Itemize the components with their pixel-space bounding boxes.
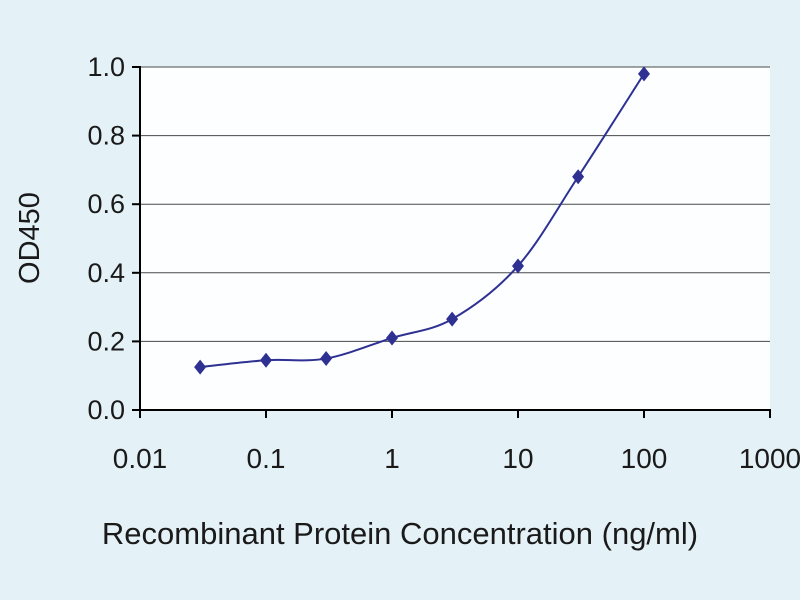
data-point-marker <box>512 258 524 274</box>
x-tick-label: 10 <box>502 443 533 474</box>
data-point-marker <box>194 359 207 375</box>
plot-background <box>140 67 770 410</box>
data-point-marker <box>638 66 650 82</box>
y-tick-label: 0.2 <box>87 326 125 356</box>
x-tick-label: 100 <box>621 443 668 474</box>
data-point-marker <box>320 351 333 367</box>
y-tick-label: 1.0 <box>87 52 125 82</box>
data-point-marker <box>446 311 459 327</box>
y-tick-label: 0.4 <box>87 258 125 288</box>
y-tick-label: 0.0 <box>87 395 125 425</box>
data-point-marker <box>386 330 398 346</box>
y-tick-label: 0.8 <box>87 121 125 151</box>
y-tick-label: 0.6 <box>87 189 125 219</box>
data-point-marker <box>572 169 585 185</box>
x-tick-label: 0.01 <box>113 443 168 474</box>
x-tick-label: 0.1 <box>247 443 286 474</box>
y-axis-title: OD450 <box>14 192 46 284</box>
x-axis-title: Recombinant Protein Concentration (ng/ml… <box>101 516 699 551</box>
data-point-marker <box>260 352 272 368</box>
x-tick-label: 1 <box>384 443 400 474</box>
x-tick-label: 1000 <box>739 443 800 474</box>
